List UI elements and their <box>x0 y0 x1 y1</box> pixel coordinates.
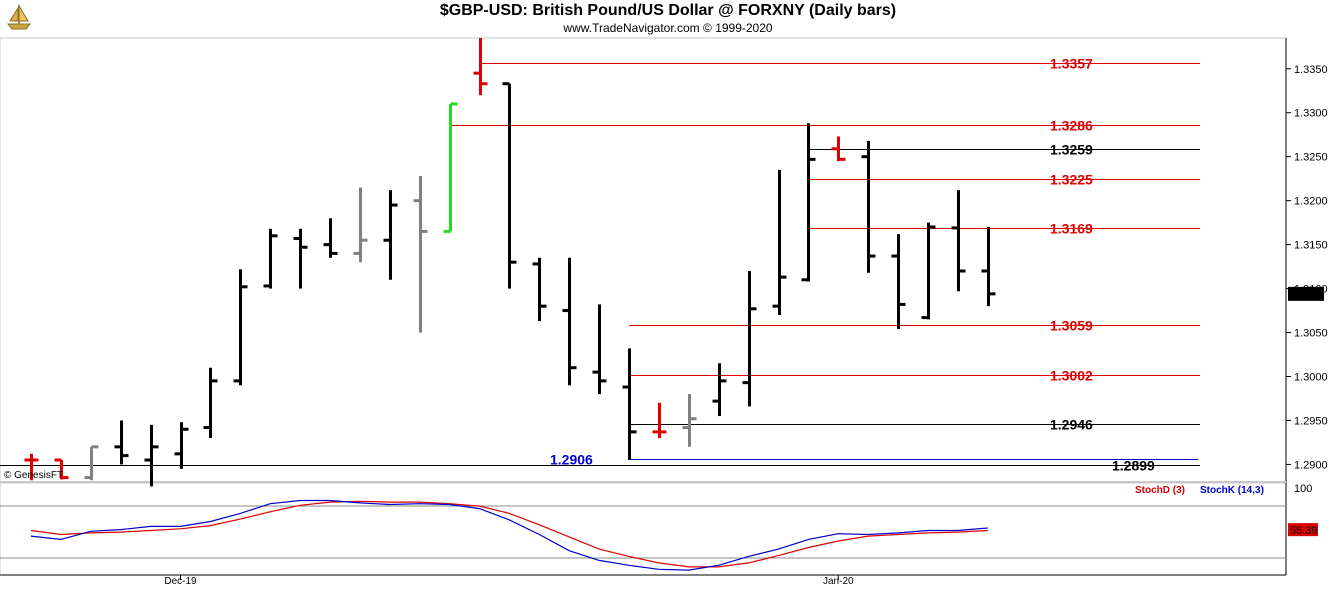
ohlc-bar <box>981 227 996 307</box>
stoch-k-legend: StochK (14,3) <box>1200 485 1264 496</box>
price-bars <box>24 38 996 487</box>
ohlc-bar <box>652 402 667 439</box>
ohlc-bar <box>532 257 547 322</box>
ohlc-bar <box>144 424 159 487</box>
ohlc-bar <box>622 348 637 461</box>
price-tick-label: 1.2900 <box>1294 459 1328 471</box>
price-tick-label: 1.3000 <box>1294 371 1328 383</box>
stoch-last-label: 55.39 <box>1290 525 1318 537</box>
ohlc-bar <box>861 140 876 273</box>
ohlc-bar <box>24 453 39 481</box>
ohlc-bar <box>323 218 338 258</box>
stoch-d-legend: StochD (3) <box>1135 485 1185 496</box>
ohlc-bar <box>293 228 308 289</box>
price-tick-label: 1.3200 <box>1294 196 1328 208</box>
price-tick-label: 1.3250 <box>1294 152 1328 164</box>
watermark: © GenesisFT <box>4 470 63 481</box>
stoch-panel-frame <box>0 482 1287 576</box>
level-label: 1.2906 <box>550 452 593 468</box>
last-price-label: 1.3094 <box>1290 289 1324 301</box>
stoch-last-box <box>1288 523 1318 537</box>
level-label: 1.3357 <box>1050 56 1093 72</box>
level-label: 1.3002 <box>1050 368 1093 384</box>
price-levels: 1.3357 1.3286 1.3259 1.3225 1.3169 1.3059 1.30… <box>0 56 1200 474</box>
price-tick-label: 1.3050 <box>1294 328 1328 340</box>
ohlc-bar <box>801 123 816 282</box>
ohlc-bar <box>682 394 697 447</box>
stoch-tick-label: 100 <box>1294 483 1312 495</box>
ohlc-bar <box>233 269 248 386</box>
price-tick-label: 1.3150 <box>1294 240 1328 252</box>
ohlc-bar <box>383 190 398 280</box>
ohlc-bar <box>353 187 368 263</box>
level-label: 1.3059 <box>1050 318 1093 334</box>
ohlc-bar <box>592 304 607 395</box>
date-axis: Dec-19 Jan-20 <box>164 575 854 587</box>
level-label: 1.3259 <box>1050 142 1093 158</box>
price-tick-label: 1.3350 <box>1294 64 1328 76</box>
level-label: 1.3286 <box>1050 118 1093 134</box>
ohlc-bar <box>562 257 577 386</box>
date-tick-label: Jan-20 <box>823 576 854 587</box>
ohlc-bar <box>84 445 99 481</box>
ship-logo-icon <box>6 4 32 30</box>
ohlc-bar <box>54 458 69 480</box>
date-tick-label: Dec-19 <box>164 576 197 587</box>
level-label: 1.2946 <box>1050 417 1093 433</box>
ohlc-bar <box>263 228 278 289</box>
ohlc-bar <box>413 176 428 333</box>
chart-subtitle: www.TradeNavigator.com © 1999-2020 <box>563 21 773 35</box>
level-label: 1.3225 <box>1050 172 1093 188</box>
price-panel-frame <box>0 37 1287 483</box>
ohlc-bar <box>502 82 517 289</box>
ohlc-bar <box>174 422 189 469</box>
price-tick-label: 1.2950 <box>1294 415 1328 427</box>
ohlc-bar <box>772 169 787 315</box>
stoch-k-line <box>30 499 988 571</box>
ohlc-bar <box>891 234 906 330</box>
ohlc-bar <box>712 363 727 417</box>
level-label: 1.2899 <box>1112 458 1155 474</box>
chart-header: $GBP-USD: British Pound/US Dollar @ FORX… <box>0 0 1336 38</box>
price-tick-label: 1.3300 <box>1294 108 1328 120</box>
chart-title: $GBP-USD: British Pound/US Dollar @ FORX… <box>439 2 897 19</box>
last-price-box <box>1288 286 1324 301</box>
ohlc-bar <box>831 136 846 162</box>
ohlc-bar <box>921 222 936 320</box>
stoch-d-line <box>30 500 988 568</box>
level-label: 1.3169 <box>1050 221 1093 237</box>
ohlc-bar <box>951 190 966 292</box>
ohlc-bar <box>742 270 757 407</box>
ohlc-bar <box>114 420 129 465</box>
stochastic-panel: StochD (3) StochK (14,3) 100 55.39 <box>30 483 1318 571</box>
ohlc-bar <box>443 102 458 233</box>
price-axis: 1.29001.29501.30001.30501.31001.31501.32… <box>1286 64 1328 471</box>
ohlc-bar <box>203 367 218 439</box>
ohlc-bar <box>473 38 488 96</box>
